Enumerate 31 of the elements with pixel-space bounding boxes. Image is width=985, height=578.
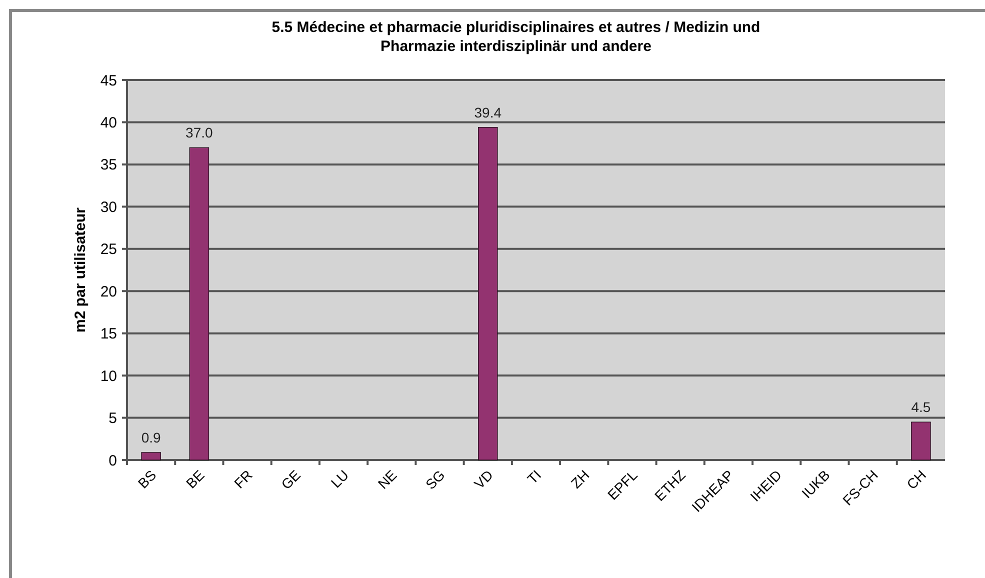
data-label: 39.4 <box>474 104 502 120</box>
bar <box>141 452 161 460</box>
x-tick-label: VD <box>470 466 496 492</box>
y-tick-label: 0 <box>108 452 117 470</box>
y-tick-label: 35 <box>100 156 117 174</box>
x-tick-label: CH <box>903 466 930 492</box>
y-tick-label: 25 <box>100 241 117 258</box>
y-tick-label: 45 <box>100 72 117 90</box>
y-axis-title: m2 par utilisateur <box>72 207 89 333</box>
x-tick-label: BS <box>134 466 160 492</box>
bar <box>189 147 210 460</box>
chart-title: 5.5 Médecine et pharmacie pluridisciplinaires et autres / Medizin und Pharmazie interdisziplinär und andere <box>272 19 760 55</box>
x-tick-label: LU <box>328 466 352 491</box>
bar <box>911 422 931 460</box>
bar <box>478 127 498 460</box>
x-tick-label: ZH <box>568 466 592 492</box>
y-tick-label: 15 <box>100 326 117 343</box>
y-tick-label: 30 <box>100 198 117 216</box>
x-tick-label: BE <box>182 466 208 492</box>
y-tick-label: 5 <box>108 410 117 428</box>
x-tick-label: SG <box>422 466 448 492</box>
x-tick-label: FR <box>230 466 256 492</box>
y-tick-label: 10 <box>100 368 117 385</box>
y-tick-label: 40 <box>100 114 117 132</box>
x-tick-label: TI <box>524 466 544 487</box>
x-tick-label: NE <box>374 466 400 492</box>
data-label: 0.9 <box>141 429 161 446</box>
data-label: 37.0 <box>186 124 214 141</box>
data-label: 4.5 <box>911 399 931 415</box>
y-tick-label: 20 <box>100 283 117 300</box>
x-tick-label: GE <box>278 466 304 492</box>
